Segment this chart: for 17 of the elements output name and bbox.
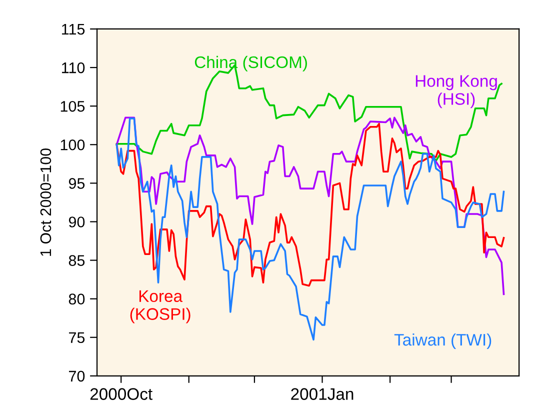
y-axis-title: 1 Oct 2000=100 bbox=[40, 148, 52, 256]
series-label: Korea (KOSPI) bbox=[130, 290, 190, 324]
y-tick-label: 95 bbox=[68, 178, 85, 189]
y-tick-label: 75 bbox=[69, 332, 85, 344]
y-tick-label: 115 bbox=[62, 24, 85, 35]
y-tick-label: 90 bbox=[68, 216, 85, 228]
y-tick-label: 105 bbox=[60, 100, 85, 112]
y-tick-label: 85 bbox=[68, 255, 85, 266]
x-tick-label: 2001Jan bbox=[291, 388, 354, 400]
y-tick-label: 80 bbox=[68, 294, 85, 304]
y-tick-label: 110 bbox=[62, 62, 85, 74]
text: Taiwan (TWI) bbox=[394, 333, 492, 349]
y-tick-label: 70 bbox=[69, 370, 85, 382]
series-label: Hong Kong (HSI) bbox=[416, 75, 497, 108]
y-tick-label: 100 bbox=[60, 139, 85, 150]
x-tick-label: 2000Oct bbox=[90, 388, 152, 400]
series-label: China (SICOM) bbox=[194, 56, 307, 72]
